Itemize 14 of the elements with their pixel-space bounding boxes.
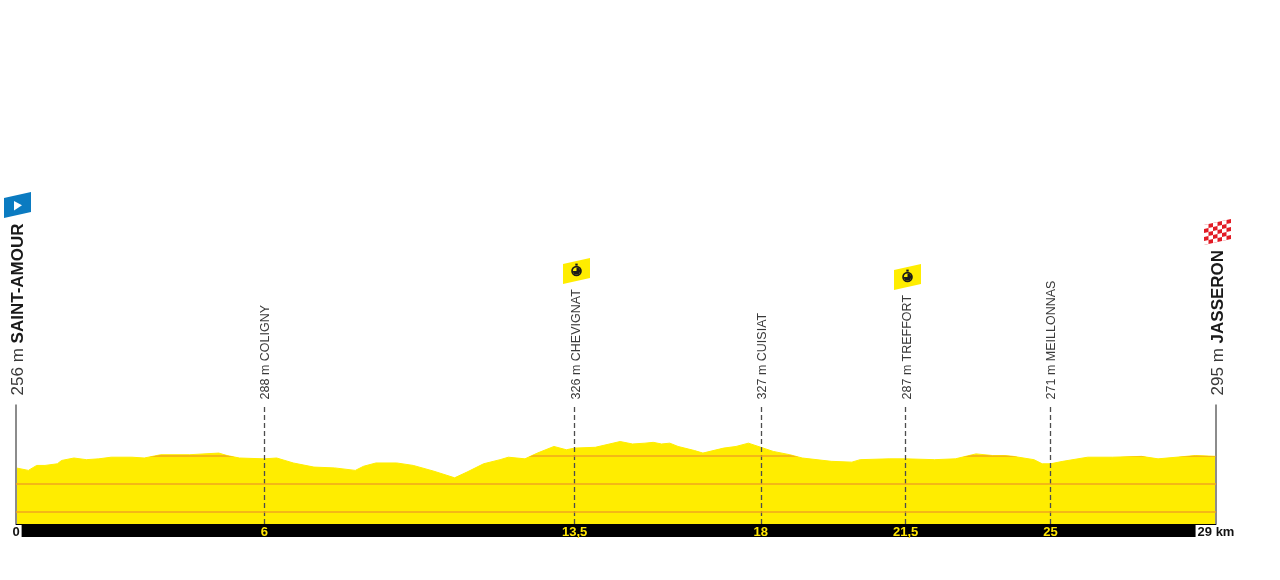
x-tick-label: 13,5	[561, 524, 588, 539]
ref-line-label: 295 m JASSERON	[1207, 249, 1227, 396]
ref-line-label: 288 m COLIGNY	[258, 304, 273, 400]
x-tick-label: 29 km	[1197, 524, 1235, 539]
x-tick-label: 18	[753, 524, 769, 539]
x-tick-label: 25	[1043, 524, 1058, 539]
x-tick-label: 0	[12, 524, 20, 539]
ref-line-label: 271 m MEILLONNAS	[1044, 280, 1059, 400]
x-tick-label: 21,5	[893, 524, 919, 539]
ref-line-label: 256 m SAINT-AMOUR	[7, 223, 27, 396]
x-tick-label: 6	[260, 524, 268, 539]
ref-line-label: 327 m CUISIAT	[754, 312, 769, 400]
ref-line-label: 287 m TREFFORT	[899, 294, 914, 400]
ref-line-label: 326 m CHEVIGNAT	[568, 288, 583, 400]
